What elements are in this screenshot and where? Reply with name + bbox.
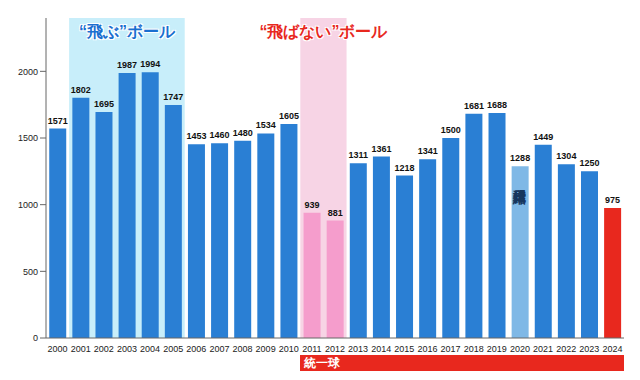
svg-text:1681: 1681	[464, 101, 484, 111]
svg-text:2024: 2024	[602, 344, 622, 354]
svg-text:2008: 2008	[233, 344, 253, 354]
svg-text:2011: 2011	[302, 344, 321, 354]
html-text:“飛ぶ”ボール: “飛ぶ”ボール	[78, 23, 175, 40]
html-text:短縮日程: 短縮日程	[512, 180, 528, 181]
svg-text:2005: 2005	[163, 344, 183, 354]
svg-text:1802: 1802	[71, 85, 91, 95]
svg-text:1994: 1994	[140, 59, 160, 69]
svg-text:1571: 1571	[48, 116, 68, 126]
svg-text:1218: 1218	[395, 163, 415, 173]
svg-text:2000: 2000	[18, 67, 38, 77]
svg-text:1361: 1361	[371, 144, 391, 154]
svg-text:1500: 1500	[441, 125, 461, 135]
svg-text:2009: 2009	[256, 344, 276, 354]
svg-text:2015: 2015	[394, 344, 414, 354]
svg-text:2021: 2021	[533, 344, 553, 354]
svg-text:500: 500	[23, 267, 38, 277]
svg-text:1000: 1000	[18, 200, 38, 210]
svg-text:2023: 2023	[579, 344, 599, 354]
svg-text:1605: 1605	[279, 111, 299, 121]
svg-text:1500: 1500	[18, 133, 38, 143]
svg-text:2019: 2019	[487, 344, 507, 354]
svg-text:1453: 1453	[186, 131, 206, 141]
svg-text:2006: 2006	[186, 344, 206, 354]
svg-text:1688: 1688	[487, 100, 507, 110]
svg-text:2018: 2018	[464, 344, 484, 354]
svg-text:2012: 2012	[325, 344, 345, 354]
svg-text:939: 939	[305, 200, 320, 210]
svg-text:2017: 2017	[441, 344, 461, 354]
html-text:“飛ばない”ボール: “飛ばない”ボール	[259, 23, 388, 40]
svg-text:2022: 2022	[556, 344, 576, 354]
svg-text:1341: 1341	[418, 146, 438, 156]
svg-text:2014: 2014	[371, 344, 391, 354]
svg-text:0: 0	[33, 333, 38, 343]
html-text:統一球: 統一球	[304, 356, 341, 370]
svg-text:2003: 2003	[117, 344, 137, 354]
svg-text:1987: 1987	[117, 60, 137, 70]
svg-text:1250: 1250	[579, 158, 599, 168]
svg-text:975: 975	[605, 195, 620, 205]
svg-text:2002: 2002	[94, 344, 114, 354]
svg-text:2000: 2000	[48, 344, 68, 354]
svg-text:881: 881	[328, 208, 343, 218]
svg-text:2001: 2001	[71, 344, 91, 354]
svg-text:2010: 2010	[279, 344, 299, 354]
svg-text:2004: 2004	[140, 344, 160, 354]
svg-text:1460: 1460	[210, 130, 230, 140]
svg-text:1288: 1288	[510, 153, 530, 163]
svg-text:1480: 1480	[233, 128, 253, 138]
svg-text:1304: 1304	[556, 151, 576, 161]
svg-text:2016: 2016	[417, 344, 437, 354]
svg-text:1449: 1449	[533, 132, 553, 142]
svg-text:2007: 2007	[209, 344, 229, 354]
svg-text:2020: 2020	[510, 344, 530, 354]
svg-text:1695: 1695	[94, 99, 114, 109]
svg-text:1747: 1747	[163, 92, 183, 102]
svg-text:1534: 1534	[256, 120, 276, 130]
svg-text:2013: 2013	[348, 344, 368, 354]
svg-text:1311: 1311	[349, 150, 369, 160]
